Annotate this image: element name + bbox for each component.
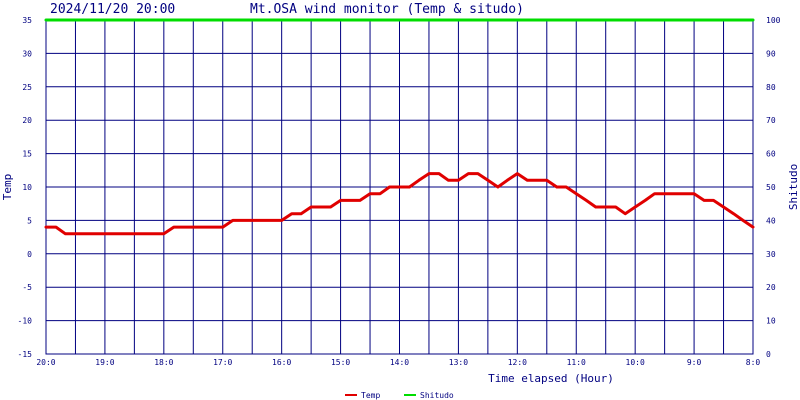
x-tick-label: 10:0 [626, 358, 645, 367]
y-left-tick-label: 10 [22, 183, 32, 192]
y-right-tick-label: 50 [766, 183, 776, 192]
x-tick-label: 19:0 [95, 358, 114, 367]
x-tick-label: 14:0 [390, 358, 409, 367]
x-tick-label: 13:0 [449, 358, 468, 367]
x-tick-labels: 20:0 19:0 18:0 17:0 16:0 15:0 14:0 13:0 12:0 11:0… [36, 358, 760, 367]
chart-title: Mt.OSA wind monitor (Temp & situdo) [250, 2, 524, 17]
y-left-tick-label: 20 [22, 116, 32, 125]
y-right-tick-label: 100 [766, 16, 781, 25]
y-right-tick-label: 30 [766, 250, 776, 259]
y-right-axis-label: Shitudo [787, 164, 800, 210]
series-line-temp [44, 172, 755, 236]
series-layer [44, 18, 755, 236]
y-right-tick-label: 60 [766, 150, 776, 159]
y-right-tick-label: 90 [766, 49, 776, 58]
x-tick-label: 18:0 [154, 358, 173, 367]
y-right-tick-label: 0 [766, 350, 771, 359]
y-left-tick-labels: -15 -10 -5 0 5 10 15 20 25 30 35 [18, 16, 33, 359]
y-left-tick-label: 30 [22, 49, 32, 58]
y-left-tick-label: 5 [27, 216, 32, 225]
legend-temp-label: Temp [361, 391, 380, 400]
y-right-tick-labels: 0 10 20 30 40 50 60 70 80 90 100 [766, 16, 781, 359]
chart-timestamp: 2024/11/20 20:00 [50, 2, 175, 17]
legend-shitudo-label: Shitudo [420, 391, 454, 400]
x-tick-label: 17:0 [213, 358, 232, 367]
grid-layer [45, 19, 754, 355]
x-tick-label: 20:0 [36, 358, 55, 367]
y-left-tick-label: 15 [22, 150, 32, 159]
y-right-tick-label: 10 [766, 317, 776, 326]
y-left-tick-label: 25 [22, 83, 32, 92]
x-tick-label: 9:0 [687, 358, 702, 367]
y-left-axis-label: Temp [1, 174, 14, 201]
y-left-tick-label: 35 [22, 16, 32, 25]
y-right-tick-label: 70 [766, 116, 776, 125]
y-right-tick-label: 40 [766, 216, 776, 225]
x-tick-label: 11:0 [567, 358, 586, 367]
y-left-tick-label: -5 [22, 283, 32, 292]
x-tick-label: 15:0 [331, 358, 350, 367]
x-tick-label: 8:0 [746, 358, 761, 367]
x-axis-label: Time elapsed (Hour) [488, 372, 614, 385]
x-tick-label: 16:0 [272, 358, 291, 367]
y-left-tick-label: 0 [27, 250, 32, 259]
y-right-tick-label: 20 [766, 283, 776, 292]
y-left-tick-label: -15 [18, 350, 33, 359]
x-tick-label: 12:0 [508, 358, 527, 367]
legend: Temp Shitudo [345, 391, 454, 400]
y-left-tick-label: -10 [18, 317, 33, 326]
y-right-tick-label: 80 [766, 83, 776, 92]
